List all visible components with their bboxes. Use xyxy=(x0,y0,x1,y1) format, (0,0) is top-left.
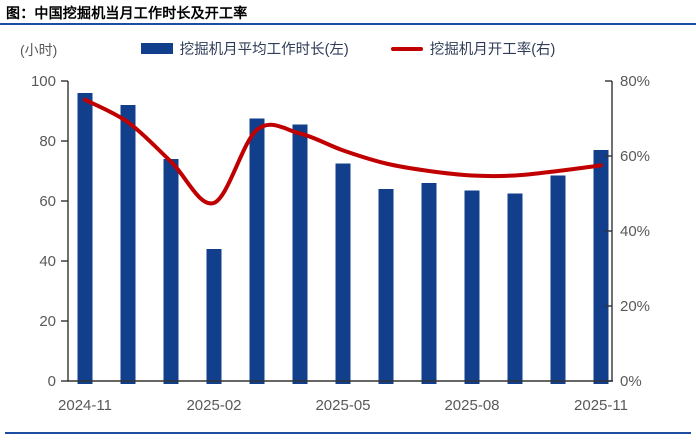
left-tick-label: 0 xyxy=(48,373,56,390)
right-tick-label: 0% xyxy=(620,373,642,390)
right-tick-label: 60% xyxy=(620,148,650,165)
legend-label-hours: 挖掘机月平均工作时长(左) xyxy=(179,42,349,58)
page-title: 图：中国挖掘机当月工作时长及开工率 xyxy=(6,5,248,21)
x-tick-label: 2025-05 xyxy=(315,397,370,414)
right-tick-label: 40% xyxy=(620,223,650,240)
bar-2025-10 xyxy=(550,175,566,384)
line-swatch-icon xyxy=(390,46,423,51)
utilization-rate-line xyxy=(83,97,603,206)
bar-2025-04 xyxy=(292,124,308,384)
bar-2025-07 xyxy=(421,183,437,384)
legend-label-rate: 挖掘机月开工率(右) xyxy=(429,42,556,58)
right-tick-label: 20% xyxy=(620,298,650,315)
chart-header: 图：中国挖掘机当月工作时长及开工率 xyxy=(6,3,690,23)
x-tick-label: 2025-11 xyxy=(574,397,628,414)
left-tick-label: 20 xyxy=(39,313,56,330)
left-tick-label: 80 xyxy=(39,133,56,150)
x-tick-label: 2024-11 xyxy=(58,397,112,414)
legend-item-hours: 挖掘机月平均工作时长(左) xyxy=(140,38,349,59)
x-tick-label: 2025-08 xyxy=(444,397,499,414)
bar-2025-03 xyxy=(249,118,265,384)
bar-2025-09 xyxy=(507,193,523,384)
left-tick-label: 100 xyxy=(31,73,56,90)
bar-2025-11 xyxy=(593,150,609,384)
right-tick-label: 80% xyxy=(620,73,650,90)
bar-2024-12 xyxy=(120,105,136,384)
left-axis-unit-label: (小时) xyxy=(20,42,58,58)
bar-2025-01 xyxy=(163,159,179,384)
bar-2025-02 xyxy=(206,249,222,384)
bar-2025-05 xyxy=(335,163,351,384)
legend-item-rate: 挖掘机月开工率(右) xyxy=(390,38,556,59)
bar-2024-11 xyxy=(77,93,93,384)
x-tick-label: 2025-02 xyxy=(186,397,241,414)
bar-2025-06 xyxy=(378,189,394,384)
bar-2025-08 xyxy=(464,190,480,384)
left-tick-label: 60 xyxy=(39,193,56,210)
bar-swatch-icon xyxy=(140,43,173,54)
legend: 挖掘机月平均工作时长(左) 挖掘机月开工率(右) xyxy=(0,38,696,59)
left-tick-label: 40 xyxy=(39,253,56,270)
title-divider xyxy=(0,23,696,25)
footer-divider xyxy=(5,432,691,434)
